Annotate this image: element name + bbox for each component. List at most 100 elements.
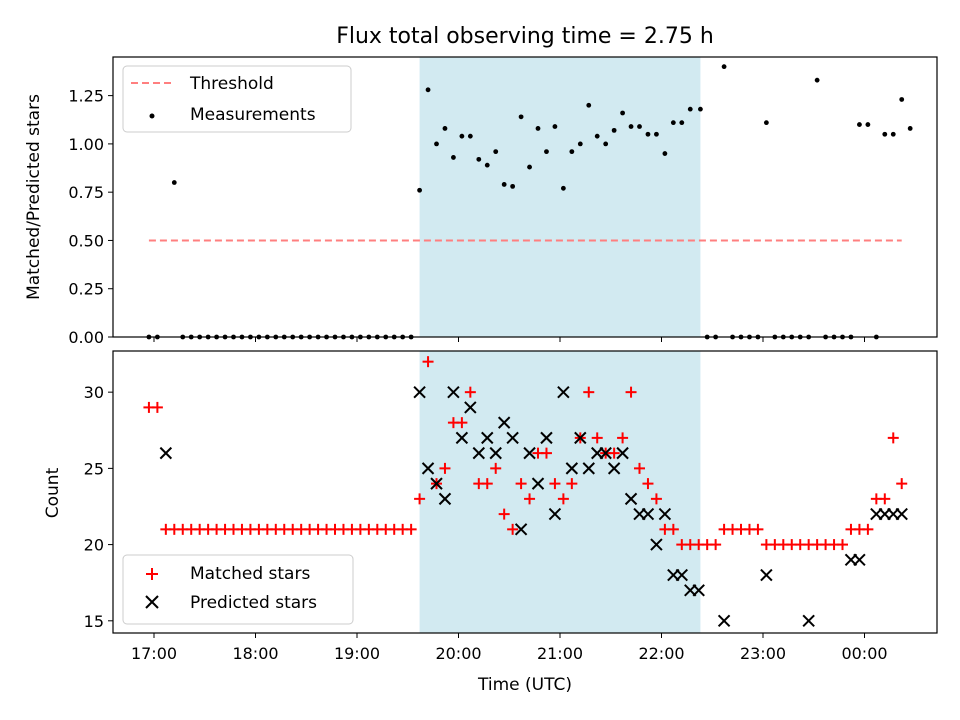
- matched-star-point: [591, 432, 603, 444]
- measurement-point: [569, 149, 575, 155]
- measurement-point: [552, 124, 558, 129]
- predicted-star-point: [624, 492, 638, 506]
- matched-star-point: [540, 447, 552, 459]
- predicted-star-point: [413, 385, 426, 399]
- predicted-star-point: [641, 507, 655, 521]
- y-tick-label: 0.75: [68, 183, 104, 202]
- predicted-star-point: [616, 446, 629, 460]
- predicted-star-point: [557, 385, 570, 399]
- measurement-point: [645, 131, 651, 137]
- measurement-point: [586, 102, 592, 108]
- predicted-star-point: [455, 431, 469, 445]
- measurement-point: [459, 133, 465, 139]
- measurement-point: [865, 122, 871, 127]
- matched-star-point: [583, 386, 595, 398]
- predicted-star-point: [582, 462, 595, 475]
- bottom-legend: Matched stars Predicted stars: [122, 554, 354, 625]
- matched-star-point: [650, 493, 662, 505]
- matched-star-point: [481, 478, 493, 490]
- measurement-point: [535, 126, 541, 131]
- matched-star-point: [151, 401, 163, 413]
- bottom-y-ticks: 15 20 25 30: [84, 383, 113, 631]
- matched-star-point: [422, 356, 434, 368]
- observing-span-top: [419, 57, 701, 337]
- measurement-point: [814, 77, 820, 83]
- measurement-point: [527, 164, 532, 170]
- top-legend: Threshold Measurements: [122, 65, 352, 133]
- predicted-star-point: [531, 477, 545, 490]
- matched-star-point: [710, 539, 722, 551]
- predicted-star-point: [497, 416, 511, 429]
- measurement-point: [721, 64, 727, 70]
- predicted-star-point: [895, 507, 908, 521]
- measurement-point: [577, 141, 583, 147]
- matched-star-point: [566, 478, 578, 490]
- matched-star-point: [405, 523, 417, 535]
- measurement-point: [594, 133, 600, 139]
- top-x-ticks: [153, 337, 865, 342]
- measurement-point: [518, 114, 524, 120]
- predicted-star-point: [658, 507, 672, 521]
- bottom-ylabel: Count: [43, 467, 63, 518]
- threshold-legend-label: Threshold: [189, 74, 274, 94]
- matched-star-point: [862, 523, 874, 535]
- measurement-point: [670, 120, 676, 126]
- top-y-ticks: 0.00 0.25 0.50 0.75 1.00 1.25: [68, 87, 113, 347]
- measurement-point: [687, 106, 693, 112]
- y-tick-label: 1.25: [68, 87, 104, 106]
- y-tick-label: 1.00: [68, 135, 104, 154]
- measurement-point: [899, 97, 905, 102]
- measurement-point: [442, 126, 448, 131]
- measurement-point: [907, 126, 913, 131]
- measurement-point: [603, 141, 609, 147]
- top-axes-frame: [112, 56, 938, 338]
- matched-star-point: [896, 478, 908, 490]
- predicted-star-point: [675, 568, 689, 582]
- measurement-point: [544, 149, 549, 155]
- x-tick-label: 17:00: [131, 644, 177, 663]
- predicted-star-point: [523, 446, 536, 460]
- matched-star-point: [879, 493, 891, 505]
- measurement-point: [560, 185, 566, 191]
- measurement-point: [882, 131, 888, 137]
- measurement-point: [763, 120, 769, 126]
- predicted-star-point: [159, 446, 173, 460]
- measurement-point: [662, 151, 668, 156]
- measurement-point: [628, 124, 634, 129]
- observing-span-bottom: [419, 351, 701, 633]
- predicted-star-point: [506, 431, 519, 445]
- matched-star-point: [667, 523, 679, 535]
- measurement-point: [467, 133, 473, 139]
- bottom-axes-frame: [112, 350, 938, 634]
- measurements-legend-label: Measurements: [190, 105, 316, 125]
- predicted-star-point: [607, 462, 621, 475]
- measurement-point: [171, 180, 177, 185]
- matched-star-point: [515, 478, 527, 490]
- predicted-star-point: [802, 614, 815, 628]
- matched-star-point: [617, 432, 629, 444]
- x-tick-label: 00:00: [841, 644, 887, 663]
- measurement-point: [890, 131, 896, 137]
- matched-star-point: [524, 493, 536, 505]
- predicted-star-point: [599, 446, 612, 460]
- measurement-point: [620, 110, 625, 116]
- predicted-star-point: [692, 584, 705, 597]
- x-tick-label: 18:00: [232, 644, 278, 663]
- matched-star-point: [837, 539, 849, 551]
- predicted-star-point: [481, 431, 494, 445]
- x-tick-label: 20:00: [435, 644, 481, 663]
- measurement-point: [493, 149, 499, 155]
- predicted-legend-label: Predicted stars: [190, 593, 317, 613]
- top-ylabel: Matched/Predicted stars: [24, 94, 44, 300]
- predicted-star-point: [650, 538, 663, 551]
- predicted-star-point: [489, 446, 502, 460]
- count-points: [143, 356, 908, 628]
- predicted-star-point: [514, 523, 528, 536]
- measurement-point: [451, 155, 456, 160]
- measurement-point: [698, 106, 703, 112]
- bottom-legend-box: [122, 554, 354, 625]
- x-tick-label: 19:00: [334, 644, 380, 663]
- matched-star-point: [634, 462, 646, 474]
- matched-star-point: [498, 508, 510, 520]
